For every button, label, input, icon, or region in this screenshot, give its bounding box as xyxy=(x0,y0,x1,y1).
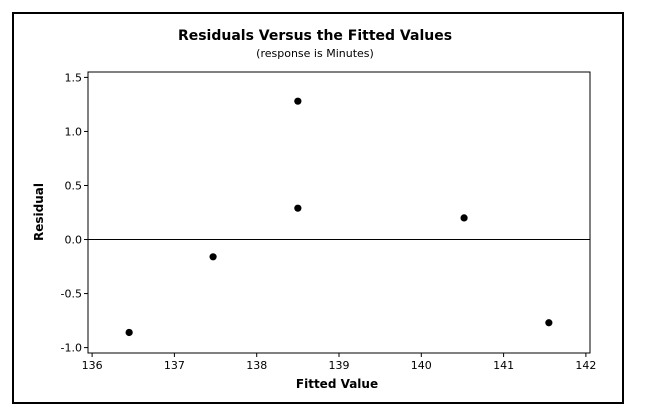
x-tick-label: 138 xyxy=(246,359,267,372)
x-axis-label: Fitted Value xyxy=(296,377,378,391)
data-point xyxy=(294,97,302,105)
data-point xyxy=(294,204,302,212)
x-tick-label: 140 xyxy=(411,359,432,372)
y-tick-label: 0.0 xyxy=(65,234,83,247)
data-point xyxy=(545,319,553,327)
x-axis: 136 137 138 139 140 141 142 xyxy=(82,353,596,372)
y-tick-label: 0.5 xyxy=(65,179,83,192)
y-tick-label: -0.5 xyxy=(61,288,82,301)
chart-frame xyxy=(12,12,624,404)
chart-subtitle: (response is Minutes) xyxy=(256,47,374,60)
data-point xyxy=(125,328,133,337)
x-tick-label: 137 xyxy=(164,359,185,372)
x-tick-label: 142 xyxy=(575,359,596,372)
y-tick-label: 1.5 xyxy=(65,71,83,84)
data-point xyxy=(460,214,468,222)
y-axis: -1.0 -0.5 0.0 0.5 1.0 1.5 xyxy=(61,71,88,355)
y-axis-label: Residual xyxy=(32,183,46,241)
y-tick-label: -1.0 xyxy=(61,342,82,355)
y-tick-label: 1.0 xyxy=(65,125,83,138)
x-tick-label: 136 xyxy=(82,359,103,372)
data-points xyxy=(125,97,553,337)
data-point xyxy=(209,253,217,261)
chart-title: Residuals Versus the Fitted Values xyxy=(178,28,452,44)
plot-area xyxy=(87,71,591,354)
x-tick-label: 139 xyxy=(329,359,350,372)
x-tick-label: 141 xyxy=(493,359,514,372)
